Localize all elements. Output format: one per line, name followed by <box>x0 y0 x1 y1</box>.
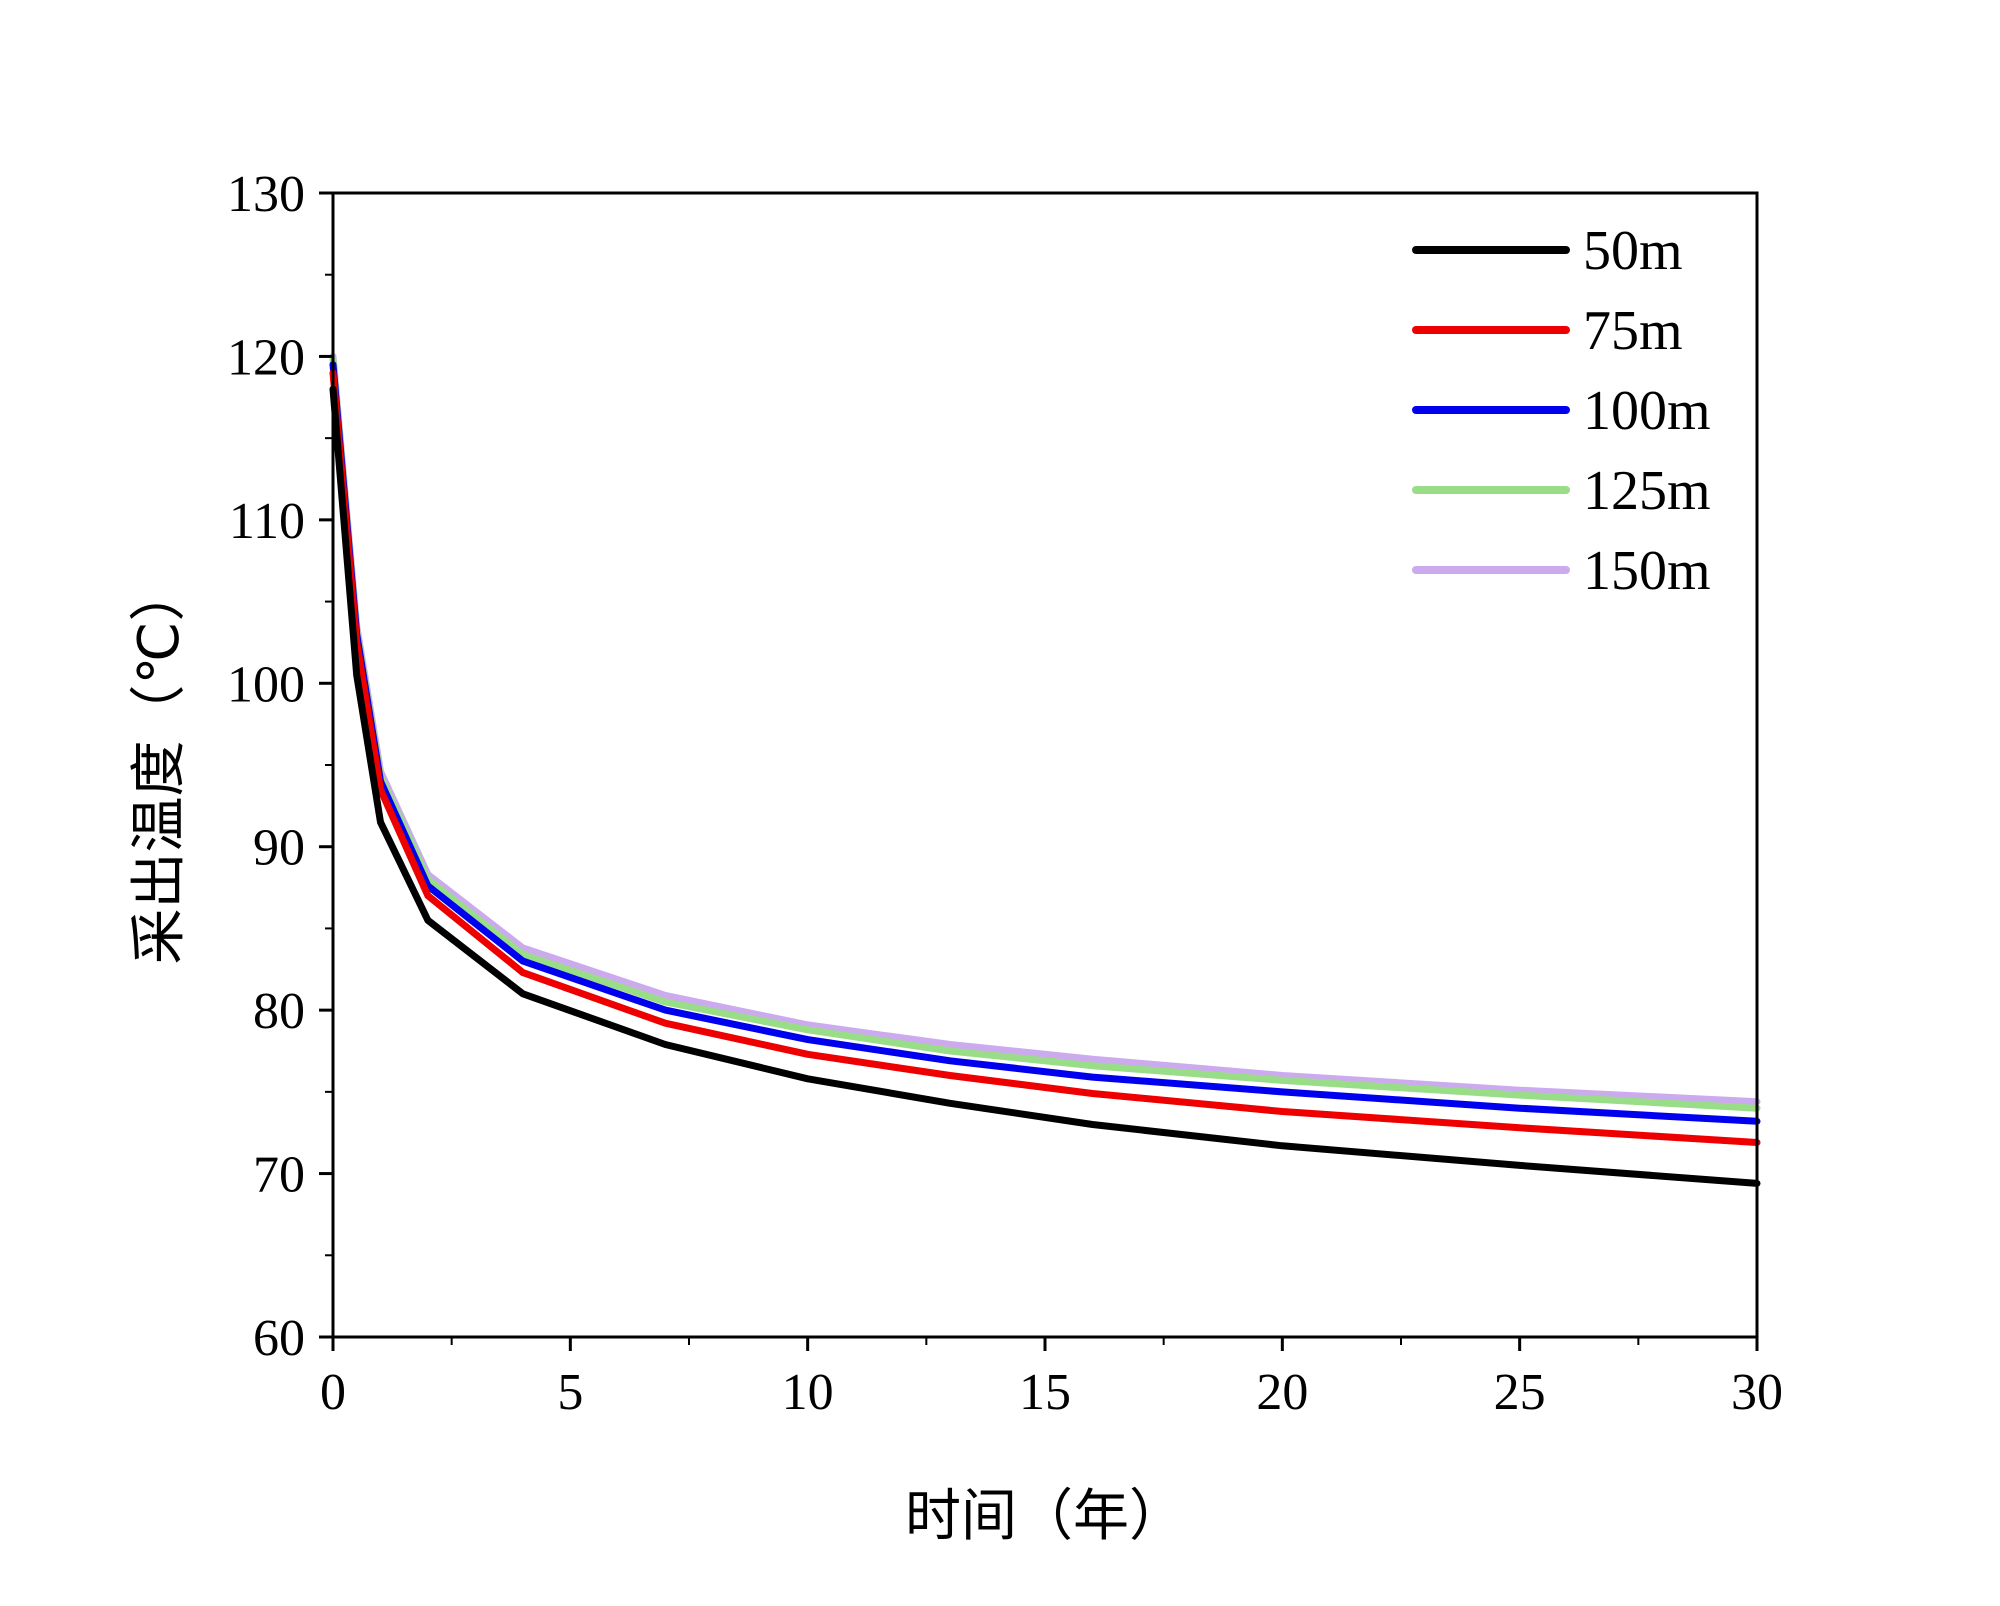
x-tick-label: 0 <box>320 1364 346 1421</box>
legend-label-150m: 150m <box>1583 540 1711 602</box>
series-line-75m <box>329 369 1761 1146</box>
y-tick-label: 120 <box>227 329 305 386</box>
x-tick-label: 25 <box>1494 1364 1546 1421</box>
legend-label-75m: 75m <box>1583 300 1683 362</box>
y-axis-title: 采出温度（℃） <box>127 566 192 965</box>
legend-label-100m: 100m <box>1583 380 1711 442</box>
legend-label-50m: 50m <box>1583 220 1683 282</box>
legend-label-125m: 125m <box>1583 460 1711 522</box>
y-tick-label: 60 <box>253 1310 305 1367</box>
series-line-150m <box>329 352 1761 1106</box>
series-line-50m <box>329 385 1761 1187</box>
x-tick-label: 30 <box>1731 1364 1783 1421</box>
x-tick-label: 5 <box>557 1364 583 1421</box>
y-tick-label: 130 <box>227 166 305 223</box>
y-tick-label: 110 <box>229 493 305 550</box>
x-axis-title: 时间（年） <box>905 1484 1185 1549</box>
x-tick-label: 10 <box>782 1364 834 1421</box>
y-tick-label: 70 <box>253 1147 305 1204</box>
x-tick-label: 15 <box>1019 1364 1071 1421</box>
y-tick-label: 100 <box>227 656 305 713</box>
y-tick-label: 80 <box>253 983 305 1040</box>
x-tick-label: 20 <box>1256 1364 1308 1421</box>
series-line-125m <box>329 356 1761 1112</box>
y-tick-label: 90 <box>253 820 305 877</box>
series-line-100m <box>329 361 1761 1125</box>
